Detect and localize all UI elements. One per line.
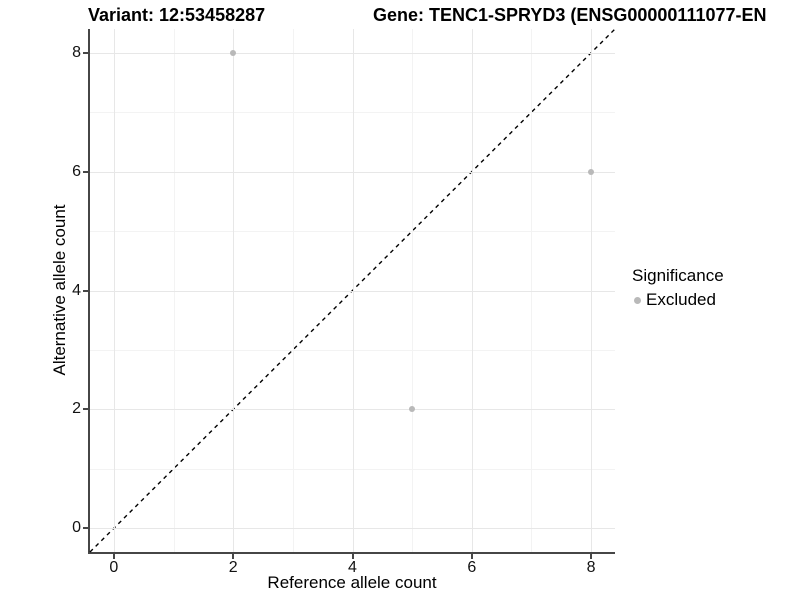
legend-item-label: Excluded [646, 290, 716, 309]
y-tick-label: 0 [72, 519, 81, 537]
x-axis-tick [470, 554, 473, 559]
y-axis-tick [83, 51, 88, 54]
y-axis-tick [83, 408, 88, 411]
data-point [230, 49, 237, 56]
x-axis-label: Reference allele count [267, 573, 437, 592]
legend-item-excluded: Excluded [632, 290, 724, 310]
x-tick-label: 0 [109, 559, 119, 576]
x-axis-tick [232, 554, 235, 559]
y-tick-label: 8 [72, 43, 81, 61]
data-point [409, 406, 416, 413]
x-axis-tick [112, 554, 115, 559]
x-tick-label: 6 [467, 559, 477, 576]
y-major-gridline [90, 52, 615, 54]
y-tick-label: 2 [72, 400, 81, 418]
plot-title-gene: Gene: TENC1-SPRYD3 (ENSG00000111077-EN [373, 5, 767, 25]
x-tick-label: 4 [348, 559, 357, 576]
data-point [588, 168, 595, 175]
y-major-gridline [90, 290, 615, 292]
y-axis-label: Alternative allele count [50, 204, 69, 376]
legend-key-dot-icon [634, 296, 641, 304]
x-tick-label: 2 [228, 559, 238, 576]
y-tick-label: 6 [72, 162, 81, 180]
y-axis-tick [83, 527, 88, 530]
legend: Significance Excluded [632, 266, 724, 310]
x-tick-label: 8 [586, 559, 596, 576]
x-axis-tick [351, 554, 354, 559]
y-major-gridline [90, 528, 615, 530]
y-major-gridline [90, 409, 615, 411]
y-axis-tick [83, 289, 88, 292]
y-tick-label: 4 [72, 281, 81, 299]
plot-title-variant: Variant: 12:53458287 [88, 5, 266, 25]
y-major-gridline [90, 171, 615, 173]
plot-panel [88, 28, 616, 554]
legend-title: Significance [632, 266, 724, 285]
x-axis-tick [590, 554, 593, 559]
y-axis-tick [83, 170, 88, 173]
